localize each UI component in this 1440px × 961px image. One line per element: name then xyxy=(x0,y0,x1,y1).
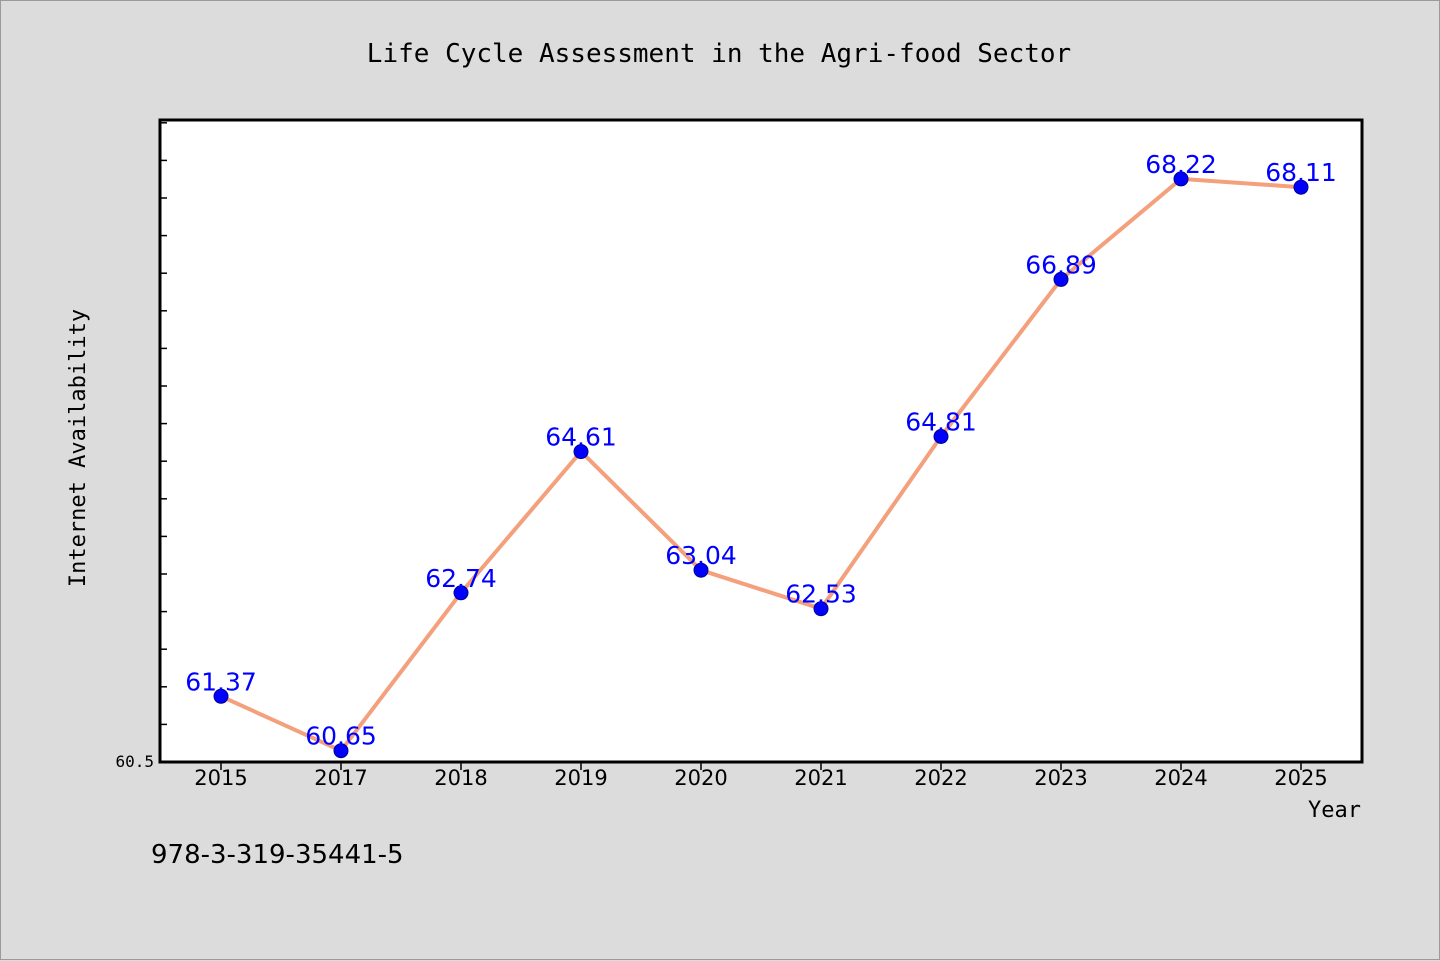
value-labels: 61.37 60.65 62.74 64.61 63.04 62.53 64.81 66.89… xyxy=(185,150,1337,751)
x-tick-label: 2020 xyxy=(674,766,727,790)
y-tick-label: 60.5 xyxy=(115,752,154,771)
y-axis-label: Internet Availability xyxy=(66,309,91,587)
data-label: 64.81 xyxy=(905,408,977,437)
data-point xyxy=(213,688,229,704)
data-label: 66.89 xyxy=(1025,250,1097,279)
x-tick-label: 2021 xyxy=(794,766,847,790)
data-label: 61.37 xyxy=(185,667,257,696)
data-label: 62.53 xyxy=(785,580,857,609)
x-tick-label: 2015 xyxy=(194,766,247,790)
x-tick-label: 2023 xyxy=(1034,766,1087,790)
data-label: 60.65 xyxy=(305,722,377,751)
x-axis-tick-labels: 2015 2017 2018 2019 2020 2021 2022 2023 2024 2025 xyxy=(194,766,1327,790)
x-tick-label: 2019 xyxy=(554,766,607,790)
footer-identifier: 978-3-319-35441-5 xyxy=(151,840,404,870)
data-point xyxy=(933,429,949,444)
data-point xyxy=(573,444,589,460)
chart-title: Life Cycle Assessment in the Agri-food S… xyxy=(367,39,1071,69)
data-point xyxy=(1053,271,1069,287)
y-axis-ticks xyxy=(160,122,167,726)
data-point xyxy=(333,743,349,759)
x-axis-label: Year xyxy=(1308,798,1361,823)
data-point xyxy=(453,585,469,601)
x-tick-label: 2024 xyxy=(1154,766,1207,790)
x-tick-label: 2017 xyxy=(314,766,367,790)
x-tick-label: 2025 xyxy=(1274,766,1327,790)
data-label: 62.74 xyxy=(425,564,497,593)
x-tick-label: 2022 xyxy=(914,766,967,790)
data-label: 68.11 xyxy=(1265,158,1337,187)
data-point xyxy=(1173,171,1189,187)
data-label: 64.61 xyxy=(545,423,617,452)
x-tick-label: 2018 xyxy=(434,766,487,790)
data-label: 63.04 xyxy=(665,541,737,570)
data-point xyxy=(813,601,829,617)
x-axis-ticks xyxy=(220,762,1302,770)
data-label: 68.22 xyxy=(1145,150,1217,179)
data-point xyxy=(1293,179,1309,195)
plot-area xyxy=(158,118,1364,764)
data-point xyxy=(693,562,709,578)
series-markers xyxy=(213,171,1309,759)
series-line xyxy=(220,176,1302,753)
